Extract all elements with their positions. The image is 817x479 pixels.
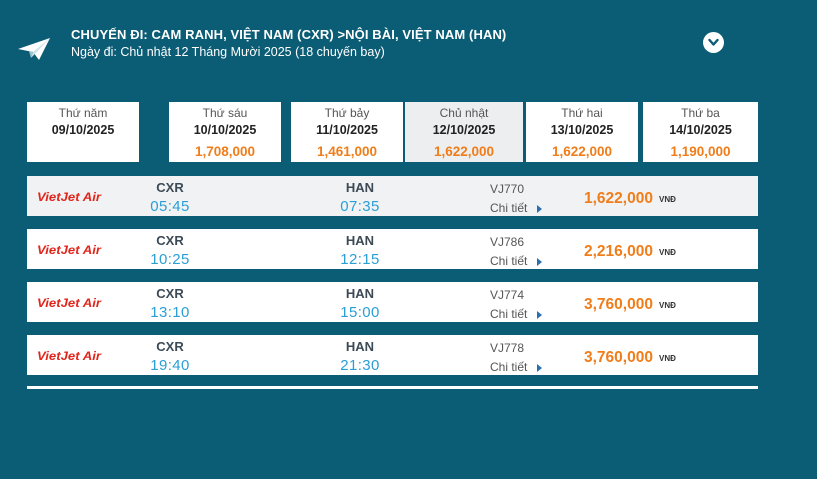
date-tab-tue[interactable]: Thứ ba 14/10/2025 1,190,000 bbox=[643, 102, 758, 162]
caret-right-icon[interactable] bbox=[537, 258, 542, 266]
departure-time: 05:45 bbox=[150, 198, 190, 215]
vietjet-logo: VietJet Air bbox=[37, 243, 102, 257]
currency-label: VNĐ bbox=[659, 195, 676, 204]
arrival-airport: HAN bbox=[345, 286, 375, 301]
list-divider bbox=[27, 386, 758, 389]
flight-row[interactable]: VietJet Air CXR 19:40 HAN 21:30 VJ778 Ch… bbox=[27, 335, 758, 375]
date-value: 11/10/2025 bbox=[316, 123, 378, 137]
date-weekday: Thứ năm bbox=[58, 106, 108, 120]
departure-airport: CXR bbox=[156, 180, 184, 195]
date-value: 13/10/2025 bbox=[550, 123, 614, 137]
arrival-time: 15:00 bbox=[340, 304, 380, 321]
flight-number: VJ770 bbox=[490, 182, 525, 196]
departure-time: 13:10 bbox=[150, 304, 190, 321]
flight-number: VJ774 bbox=[490, 288, 525, 302]
flight-row[interactable]: VietJet Air CXR 05:45 HAN 07:35 VJ770 Ch… bbox=[27, 176, 758, 216]
flight-price: 3,760,000 bbox=[584, 296, 653, 313]
flight-row[interactable]: VietJet Air CXR 13:10 HAN 15:00 VJ774 Ch… bbox=[27, 282, 758, 322]
arrival-time: 12:15 bbox=[340, 251, 380, 268]
date-value: 14/10/2025 bbox=[669, 123, 732, 137]
flight-price: 3,760,000 bbox=[584, 349, 653, 366]
airline-name: VietJet Air bbox=[37, 243, 102, 257]
departure-date-summary: Ngày đi: Chủ nhật 12 Tháng Mười 2025 (18… bbox=[71, 45, 385, 59]
departure-time: 19:40 bbox=[150, 357, 190, 374]
date-tab-fri[interactable]: Thứ sáu 10/10/2025 1,708,000 bbox=[169, 102, 281, 162]
date-weekday: Thứ hai bbox=[561, 106, 603, 120]
collapse-button[interactable] bbox=[703, 32, 724, 53]
flight-number: VJ778 bbox=[490, 341, 525, 355]
date-tab-thu[interactable]: Thứ năm 09/10/2025 bbox=[27, 102, 139, 162]
date-weekday: Thứ bảy bbox=[324, 106, 370, 120]
arrival-time: 07:35 bbox=[340, 198, 380, 215]
currency-label: VNĐ bbox=[659, 354, 676, 363]
date-value: 10/10/2025 bbox=[193, 123, 257, 137]
vietjet-logo: VietJet Air bbox=[37, 296, 102, 310]
flight-price: 1,622,000 bbox=[584, 190, 653, 207]
flight-number: VJ786 bbox=[490, 235, 525, 249]
date-weekday: Chủ nhật bbox=[439, 106, 489, 120]
arrival-airport: HAN bbox=[345, 339, 375, 354]
flight-detail-link[interactable]: Chi tiết bbox=[490, 360, 528, 374]
date-weekday: Thứ sáu bbox=[202, 106, 248, 120]
date-value: 09/10/2025 bbox=[51, 123, 115, 137]
flight-detail-link[interactable]: Chi tiết bbox=[490, 254, 528, 268]
departure-airport: CXR bbox=[156, 339, 184, 354]
caret-right-icon[interactable] bbox=[537, 205, 542, 213]
departure-airport: CXR bbox=[156, 286, 184, 301]
vietjet-logo: VietJet Air bbox=[37, 349, 102, 363]
arrival-airport: HAN bbox=[345, 233, 375, 248]
date-selector: Thứ năm 09/10/2025 Thứ sáu 10/10/2025 1,… bbox=[27, 102, 758, 162]
date-price: 1,708,000 bbox=[194, 144, 256, 159]
caret-right-icon[interactable] bbox=[537, 311, 542, 319]
departure-time: 10:25 bbox=[150, 251, 190, 268]
flight-detail-link[interactable]: Chi tiết bbox=[490, 201, 528, 215]
date-price: 1,622,000 bbox=[433, 144, 495, 159]
flight-detail-link[interactable]: Chi tiết bbox=[490, 307, 528, 321]
search-header: CHUYẾN ĐI: CAM RANH, VIỆT NAM (CXR) >NỘI… bbox=[0, 0, 817, 80]
arrival-airport: HAN bbox=[345, 180, 375, 195]
flight-price: 2,216,000 bbox=[584, 243, 653, 260]
airline-name: VietJet Air bbox=[37, 296, 102, 310]
date-price: 1,190,000 bbox=[670, 144, 731, 159]
flight-row[interactable]: VietJet Air CXR 10:25 HAN 12:15 VJ786 Ch… bbox=[27, 229, 758, 269]
chevron-down-icon bbox=[708, 38, 719, 46]
arrival-time: 21:30 bbox=[340, 357, 380, 374]
airline-name: VietJet Air bbox=[37, 190, 102, 204]
date-tab-mon[interactable]: Thứ hai 13/10/2025 1,622,000 bbox=[526, 102, 638, 162]
departure-airport: CXR bbox=[156, 233, 184, 248]
currency-label: VNĐ bbox=[659, 248, 676, 257]
vietjet-logo: VietJet Air bbox=[37, 190, 102, 204]
currency-label: VNĐ bbox=[659, 301, 676, 310]
date-value: 12/10/2025 bbox=[432, 123, 496, 137]
date-price: 1,622,000 bbox=[551, 144, 613, 159]
airline-name: VietJet Air bbox=[37, 349, 102, 363]
date-weekday: Thứ ba bbox=[681, 106, 720, 120]
paper-plane-icon bbox=[18, 38, 50, 60]
date-tab-sun-selected[interactable]: Chủ nhật 12/10/2025 1,622,000 bbox=[405, 102, 523, 162]
route-title: CHUYẾN ĐI: CAM RANH, VIỆT NAM (CXR) >NỘI… bbox=[71, 27, 507, 42]
date-tab-sat[interactable]: Thứ bảy 11/10/2025 1,461,000 bbox=[291, 102, 403, 162]
date-price: 1,461,000 bbox=[316, 144, 378, 159]
caret-right-icon[interactable] bbox=[537, 364, 542, 372]
